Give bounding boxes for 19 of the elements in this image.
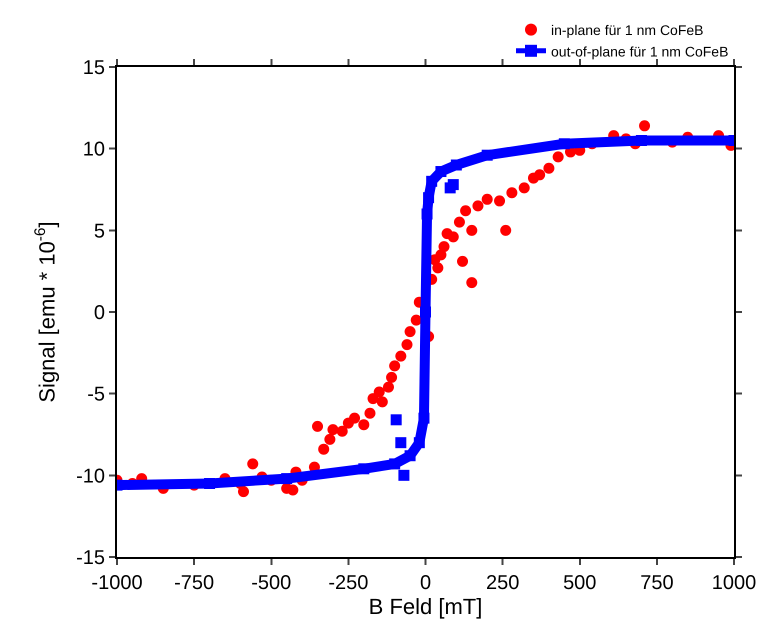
x-tick-label: 0 (420, 572, 432, 594)
y-tick-label: 0 (94, 302, 105, 324)
y-tick-label: -15 (76, 547, 105, 569)
legend-label: in-plane für 1 nm CoFeB (551, 22, 704, 38)
x-tick-label: -500 (251, 572, 292, 594)
x-tick-label: -750 (174, 572, 214, 594)
y-tick-label: -10 (76, 465, 105, 488)
x-tick-label: 500 (563, 572, 596, 594)
x-tick-label: 1000 (712, 572, 756, 594)
y-tick-label: 5 (94, 220, 105, 242)
x-axis-title: B Feld [mT] (368, 594, 482, 619)
y-tick-label: 10 (82, 138, 105, 161)
x-tick-label: 750 (640, 572, 674, 594)
y-tick-label: -5 (87, 384, 105, 406)
x-tick-label: 250 (486, 572, 520, 594)
x-tick-label: -1000 (91, 572, 143, 594)
legend-label: out-of-plane für 1 nm CoFeB (551, 43, 728, 60)
x-tick-label: -250 (328, 572, 368, 594)
y-tick-label: 15 (82, 57, 105, 79)
